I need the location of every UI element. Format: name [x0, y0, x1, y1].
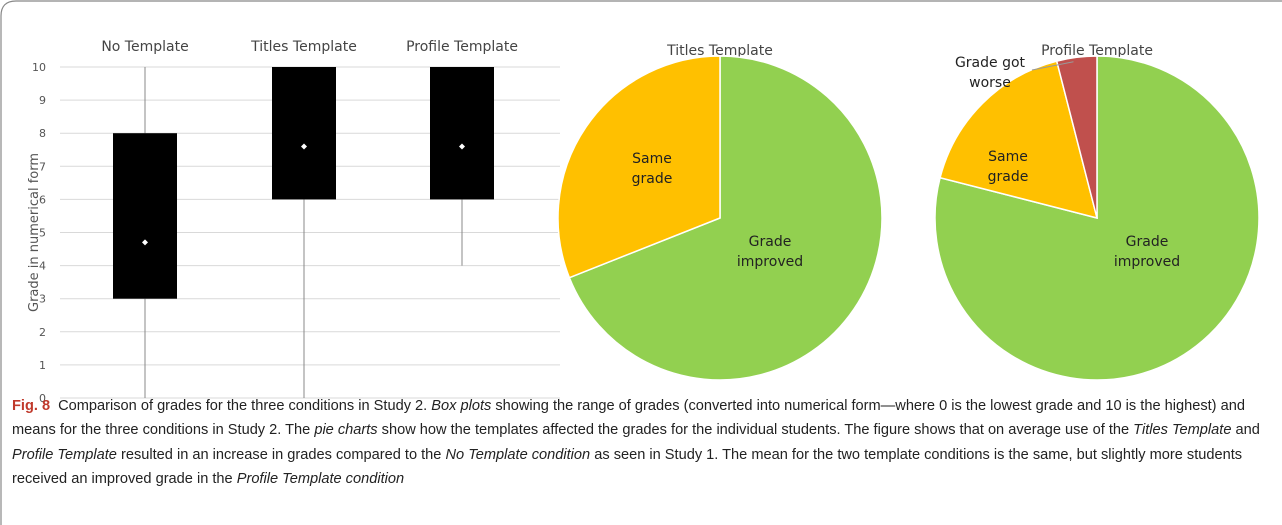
y-tick-label: 1: [39, 359, 46, 372]
category-label: Titles Template: [250, 39, 357, 55]
leader-line: [1031, 61, 1074, 71]
caption-text: Titles Template: [1133, 422, 1232, 439]
y-tick-label: 2: [39, 326, 46, 339]
caption-text: show how the templates affected the grad…: [377, 422, 1134, 439]
box: [272, 67, 336, 200]
y-tick-label: 3: [39, 293, 46, 306]
pie-slice: [1055, 55, 1098, 219]
y-tick-label: 10: [32, 61, 46, 74]
y-tick-label: 9: [39, 94, 46, 107]
category-label: Profile Template: [406, 39, 518, 55]
y-axis-label: Grade in numerical form: [27, 153, 42, 312]
y-tick-label: 6: [39, 193, 46, 206]
box: [430, 67, 494, 200]
caption-text: resulted in an increase in grades compar…: [116, 446, 446, 463]
caption-text: as seen in Study 1. The mean for the two…: [12, 446, 1243, 487]
category-label: No Template: [101, 39, 188, 55]
slice-label: Same grade: [987, 149, 1029, 185]
caption-text: Profile Template: [12, 446, 117, 463]
pie-title: Titles Template: [666, 43, 773, 59]
slice-label: Grade improved: [736, 234, 804, 270]
figure-label: Fig. 8: [12, 398, 51, 414]
pie-slice: [939, 60, 1099, 220]
slice-label: Same grade: [631, 151, 673, 187]
y-tick-label: 0: [39, 392, 46, 405]
y-tick-label: 7: [39, 160, 46, 173]
y-tick-label: 5: [39, 227, 46, 240]
slice-label: Grade improved: [1113, 234, 1181, 270]
caption-text: and: [1231, 422, 1260, 439]
caption-text: No Template condition: [445, 446, 591, 463]
y-tick-label: 8: [39, 127, 46, 140]
mean-marker: [142, 239, 148, 246]
caption-text: Profile Template condition: [236, 470, 405, 487]
pie-slice: [557, 55, 721, 279]
mean-marker: [301, 143, 307, 150]
caption: Fig. 8 Comparison of grades for the three…: [12, 394, 1274, 491]
caption-text: Comparison of grades for the three condi…: [58, 398, 432, 414]
pie-title: Profile Template: [1041, 43, 1153, 59]
mean-marker: [459, 143, 465, 150]
pie-slice: [568, 55, 883, 381]
caption-text: Box plots: [431, 398, 492, 414]
box: [113, 133, 177, 299]
caption-text: showing the range of grades (converted i…: [12, 398, 1245, 439]
y-tick-label: 4: [39, 260, 46, 273]
caption-text: pie charts: [314, 422, 378, 439]
slice-label: Grade got worse: [954, 55, 1026, 91]
